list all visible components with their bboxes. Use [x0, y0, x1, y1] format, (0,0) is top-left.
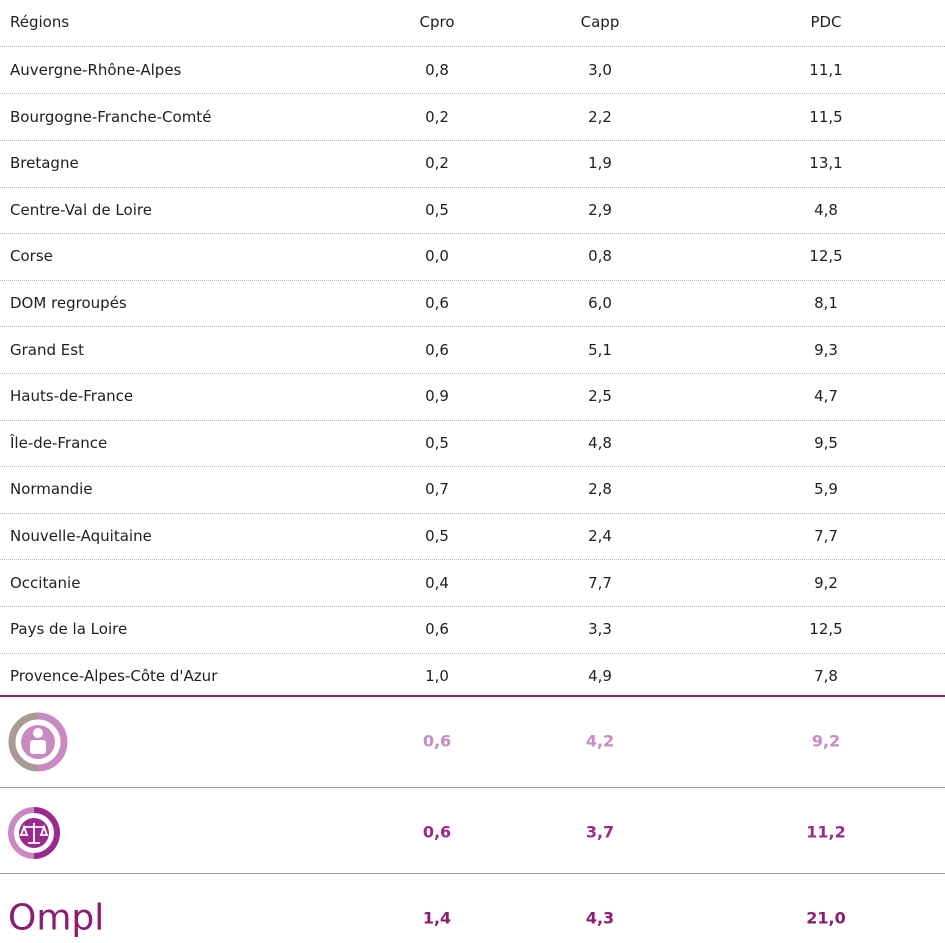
row-separator: [0, 372, 945, 374]
row-separator: [0, 186, 945, 188]
value-cell: 0,2: [425, 154, 449, 173]
summary-value: 9,2: [811, 731, 841, 751]
row-separator: [0, 233, 945, 235]
value-cell: 0,8: [425, 61, 449, 79]
logo-text: Ompl: [8, 897, 105, 939]
region-name: Grand Est: [10, 340, 84, 359]
value-cell: 0,9: [425, 387, 449, 406]
value-cell: 2,2: [588, 107, 612, 126]
value-cell: 2,8: [588, 480, 612, 499]
region-name: Normandie: [10, 480, 93, 499]
region-name: Corse: [10, 247, 53, 266]
value-cell: 12,5: [809, 620, 843, 639]
header-cell: Régions: [10, 13, 70, 31]
summary-value: 11,2: [806, 822, 846, 842]
value-cell: 9,5: [814, 433, 838, 452]
row-separator: [0, 46, 945, 47]
row-separator: [0, 326, 945, 328]
header-cell: Cpro: [419, 13, 455, 31]
row-separator: [0, 652, 945, 654]
region-name: Bourgogne-Franche-Comté: [10, 107, 212, 126]
value-cell: 0,8: [588, 247, 612, 266]
value-cell: 0,2: [425, 107, 449, 126]
value-cell: 5,9: [814, 480, 838, 499]
value-cell: 2,4: [588, 527, 612, 545]
value-cell: 0,6: [425, 294, 449, 312]
region-name: Hauts-de-France: [10, 387, 134, 406]
header-cell: PDC: [810, 13, 842, 31]
value-cell: 11,5: [809, 107, 843, 126]
value-cell: 0,6: [425, 340, 449, 359]
row-separator: [0, 279, 945, 281]
value-cell: 4,7: [814, 387, 838, 406]
region-name: Île-de-France: [10, 433, 108, 452]
value-cell: 11,1: [809, 61, 843, 79]
summary-value: 4,3: [585, 908, 615, 928]
value-cell: 0,4: [425, 573, 449, 592]
row-separator: [0, 466, 945, 468]
row-separator: [0, 93, 945, 95]
region-name: Bretagne: [10, 154, 79, 173]
header-cell: Capp: [580, 13, 620, 31]
total-divider: [0, 695, 945, 697]
value-cell: 13,1: [809, 154, 843, 173]
value-cell: 0,5: [425, 527, 449, 545]
summary-value: 3,7: [585, 822, 615, 842]
value-cell: 7,7: [588, 573, 612, 592]
value-cell: 3,0: [588, 61, 612, 79]
region-name: Centre-Val de Loire: [10, 200, 152, 219]
value-cell: 4,8: [588, 433, 612, 452]
region-name: Pays de la Loire: [10, 620, 128, 639]
summary-value: 0,6: [422, 822, 452, 842]
row-separator: [0, 512, 945, 514]
value-cell: 0,5: [425, 433, 449, 452]
value-cell: 7,8: [814, 666, 838, 685]
region-name: Provence-Alpes-Côte d'Azur: [10, 666, 218, 685]
row-separator: [0, 559, 945, 561]
value-cell: 2,5: [588, 387, 612, 406]
value-cell: 4,8: [814, 200, 838, 219]
value-cell: 6,0: [588, 294, 612, 312]
value-cell: 1,9: [588, 154, 612, 173]
region-name: Occitanie: [10, 573, 81, 592]
summary-value: 21,0: [806, 908, 846, 928]
row-separator: [0, 419, 945, 421]
value-cell: 3,3: [588, 620, 612, 639]
value-cell: 0,7: [425, 480, 449, 499]
value-cell: 0,5: [425, 200, 449, 219]
value-cell: 12,5: [809, 247, 843, 266]
summary-divider: [0, 873, 945, 874]
value-cell: 8,1: [814, 294, 838, 312]
value-cell: 2,9: [588, 200, 612, 219]
value-cell: 0,6: [425, 620, 449, 639]
icon-person: [8, 712, 68, 772]
icon-balance: [8, 807, 60, 859]
value-cell: 7,7: [814, 527, 838, 545]
summary-value: 0,6: [422, 731, 452, 751]
summary-value: 4,2: [585, 731, 615, 751]
region-name: DOM regroupés: [10, 294, 127, 312]
value-cell: 9,3: [814, 340, 838, 359]
summary-divider: [0, 787, 945, 788]
region-name: Auvergne-Rhône-Alpes: [10, 61, 182, 79]
value-cell: 1,0: [425, 666, 449, 685]
region-name: Nouvelle-Aquitaine: [10, 527, 152, 545]
value-cell: 4,9: [588, 666, 612, 685]
value-cell: 0,0: [425, 247, 449, 266]
value-cell: 9,2: [814, 573, 838, 592]
summary-value: 1,4: [422, 908, 452, 928]
row-separator: [0, 139, 945, 141]
value-cell: 5,1: [588, 340, 612, 359]
row-separator: [0, 605, 945, 607]
